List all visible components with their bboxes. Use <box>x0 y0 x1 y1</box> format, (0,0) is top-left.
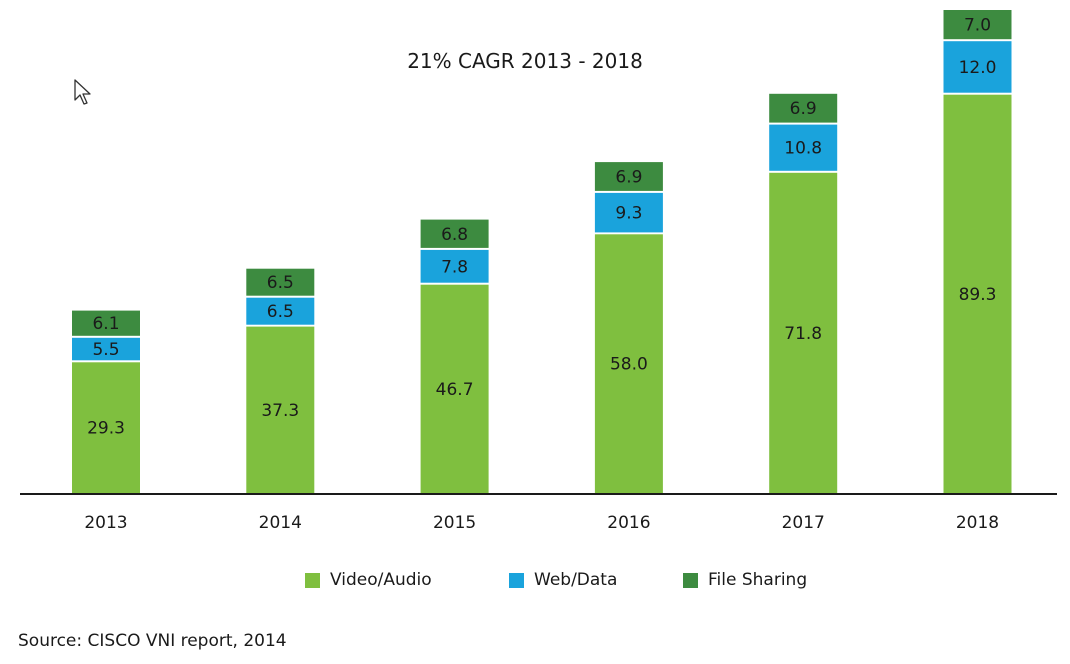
legend-swatch-file-sharing <box>683 572 698 588</box>
bar-web-data-2015 <box>420 249 489 283</box>
data-label-file-sharing-2014: 6.5 <box>267 273 294 293</box>
data-label-video-audio-2013: 29.3 <box>87 419 125 439</box>
x-tick-label-2014: 2014 <box>259 513 302 533</box>
legend-swatch-web-data <box>509 572 524 588</box>
data-label-video-audio-2016: 58.0 <box>610 355 648 375</box>
legend-label-web-data: Web/Data <box>534 570 618 590</box>
bar-web-data-2016 <box>594 192 663 233</box>
data-label-video-audio-2015: 46.7 <box>436 380 474 400</box>
legend-item-file-sharing: File Sharing <box>683 566 807 594</box>
bar-web-data-2013 <box>72 337 140 361</box>
data-label-web-data-2015: 7.8 <box>441 257 468 277</box>
data-label-web-data-2017: 10.8 <box>784 139 822 159</box>
bar-file-sharing-2014 <box>246 268 315 296</box>
bar-video-audio-2015 <box>420 284 489 493</box>
data-label-web-data-2014: 6.5 <box>267 302 294 322</box>
bar-web-data-2014 <box>246 297 315 325</box>
data-label-file-sharing-2017: 6.9 <box>790 99 817 119</box>
x-tick-label-2016: 2016 <box>607 513 650 533</box>
legend-label-file-sharing: File Sharing <box>708 570 808 590</box>
data-label-web-data-2016: 9.3 <box>615 204 642 224</box>
data-label-file-sharing-2018: 7.0 <box>964 16 991 36</box>
source-note: Source: CISCO VNI report, 2014 <box>18 631 287 651</box>
mouse-cursor-icon <box>74 79 91 105</box>
bar-video-audio-2013 <box>72 362 140 493</box>
data-label-web-data-2013: 5.5 <box>92 340 119 360</box>
stacked-bar-chart: 21% CAGR 2013 - 2018 29.3 5.5 6.1 37.3 6.5 6.… <box>20 10 1057 533</box>
legend-item-web-data: Web/Data <box>509 566 617 594</box>
bar-video-audio-2018 <box>943 94 1012 493</box>
data-label-video-audio-2017: 71.8 <box>784 324 822 344</box>
x-tick-label-2015: 2015 <box>433 513 476 533</box>
data-label-web-data-2018: 12.0 <box>959 58 997 78</box>
bar-file-sharing-2017 <box>769 93 838 123</box>
bar-file-sharing-2015 <box>420 219 489 248</box>
bar-web-data-2018 <box>943 41 1012 93</box>
bar-video-audio-2016 <box>594 234 663 494</box>
chart-title: 21% CAGR 2013 - 2018 <box>407 49 643 73</box>
data-label-video-audio-2014: 37.3 <box>261 401 299 421</box>
bar-file-sharing-2016 <box>594 162 663 191</box>
x-tick-label-2013: 2013 <box>84 513 127 533</box>
legend-swatch-video-audio <box>305 572 320 588</box>
bar-file-sharing-2013 <box>72 310 140 336</box>
x-tick-labels: 2013 2014 2015 2016 2017 2018 <box>84 513 999 533</box>
x-tick-label-2018: 2018 <box>956 513 999 533</box>
legend-label-video-audio: Video/Audio <box>330 570 432 590</box>
data-label-file-sharing-2013: 6.1 <box>92 314 119 334</box>
data-label-file-sharing-2016: 6.9 <box>615 168 642 188</box>
data-label-video-audio-2018: 89.3 <box>959 285 997 305</box>
data-label-file-sharing-2015: 6.8 <box>441 225 468 245</box>
legend-item-video-audio: Video/Audio <box>305 566 432 594</box>
legend: Video/Audio Web/Data File Sharing <box>0 566 1070 594</box>
bar-web-data-2017 <box>769 124 838 171</box>
bars-group: 29.3 5.5 6.1 37.3 6.5 6.5 46.7 7.8 6.8 58.0 9.3 6.9… <box>72 10 1012 494</box>
bar-file-sharing-2018 <box>943 10 1012 40</box>
x-tick-label-2017: 2017 <box>782 513 825 533</box>
bar-video-audio-2017 <box>769 172 838 494</box>
bar-video-audio-2014 <box>246 326 315 493</box>
